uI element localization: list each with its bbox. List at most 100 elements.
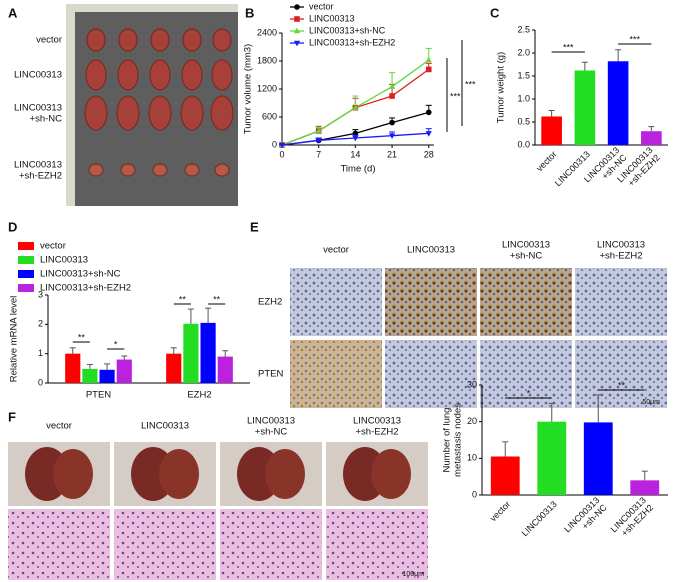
bar: [630, 480, 660, 495]
x-tick-label: LINC00313+sh-NC: [562, 495, 609, 542]
column-header-line: LINC00313: [353, 415, 401, 426]
significance-label: ***: [465, 79, 476, 89]
legend-swatch: [18, 270, 34, 278]
marker: [425, 131, 432, 137]
x-tick-label: LINC00313: [520, 499, 559, 538]
ihc-image: [575, 340, 667, 408]
marker: [388, 133, 396, 140]
bar: [583, 422, 613, 495]
ihc-image: [290, 340, 382, 408]
marker: [278, 142, 286, 149]
histology-image: [114, 509, 216, 580]
bar: [166, 353, 182, 383]
tumor: [181, 59, 203, 91]
significance-label: *: [527, 388, 531, 398]
y-tick-label: 1.5: [517, 70, 530, 80]
legend-label: LINC00313+sh-NC: [40, 269, 121, 280]
y-tick-label: 1200: [257, 83, 277, 93]
column-header-line: +sh-NC: [510, 250, 543, 261]
row-label: LINC00313 +sh-NC: [14, 102, 62, 124]
significance-label: ***: [563, 42, 574, 52]
tumor: [212, 28, 232, 52]
y-tick-label: 2.0: [517, 47, 530, 57]
tumor: [149, 59, 171, 91]
y-tick-label: 0: [38, 377, 43, 387]
legend-label: vector: [309, 1, 334, 11]
y-tick-label: 0: [472, 489, 477, 499]
column-header: vector: [46, 421, 72, 432]
tumor: [184, 163, 200, 177]
tumor: [86, 28, 106, 52]
column-header: vector: [323, 245, 349, 256]
bar: [200, 322, 216, 383]
ihc-image: [385, 268, 477, 336]
tumor: [116, 95, 140, 131]
panel-label: A: [8, 5, 18, 20]
panel-label: C: [490, 5, 500, 20]
marker: [425, 66, 432, 73]
lung: [159, 449, 199, 499]
marker: [389, 119, 395, 126]
row-label: PTEN: [258, 369, 283, 380]
bar: [541, 116, 562, 145]
tumor: [85, 59, 107, 91]
y-axis-label: Number of lungmetastasis nodes: [441, 403, 463, 477]
legend-swatch: [18, 256, 34, 264]
x-tick-label: 7: [316, 149, 321, 159]
significance-label: **: [78, 332, 86, 342]
y-tick-label: 600: [262, 111, 277, 121]
tumor: [118, 28, 138, 52]
column-header-line: +sh-EZH2: [355, 426, 398, 437]
y-axis-label-line: Number of lung: [441, 408, 452, 473]
tumor: [120, 163, 136, 177]
x-tick-label: vector: [488, 499, 512, 523]
significance-label: **: [213, 294, 221, 304]
histology-image: [220, 509, 322, 580]
row-label-line: LINC00313: [14, 159, 62, 170]
column-header-line: LINC00313: [502, 239, 550, 250]
bar: [537, 421, 567, 495]
tumor: [148, 95, 172, 131]
tumor: [117, 59, 139, 91]
y-tick-label: 2400: [257, 27, 277, 37]
column-header: LINC00313: [407, 245, 455, 256]
column-header: LINC00313 +sh-EZH2: [353, 415, 401, 437]
tumor: [150, 28, 170, 52]
legend-label: LINC00313: [40, 255, 88, 266]
y-tick-label: 2: [38, 319, 43, 329]
panel-label: E: [250, 219, 259, 234]
marker: [425, 109, 432, 116]
bar: [574, 70, 596, 145]
row-label-line: +sh-EZH2: [19, 170, 62, 181]
legend-label: LINC00313+sh-EZH2: [309, 37, 395, 47]
x-tick-label: LINC00313+sh-EZH2: [609, 495, 656, 542]
tumor: [180, 95, 204, 131]
x-tick-label: EZH2: [187, 390, 211, 401]
ihc-image: [290, 268, 382, 336]
y-tick-label: 0: [272, 139, 277, 149]
bar: [99, 369, 115, 383]
legend-label: LINC00313+sh-EZH2: [40, 283, 131, 294]
legend-marker: [294, 4, 300, 10]
scale-bar-label: 50μm: [642, 399, 660, 406]
tumor: [214, 163, 230, 177]
tumor: [182, 28, 202, 52]
significance-label: *: [114, 339, 118, 349]
ruler: [66, 4, 75, 206]
column-header: LINC00313: [141, 421, 189, 432]
y-tick-label: 1: [38, 348, 43, 358]
x-tick-label: 21: [387, 149, 397, 159]
x-axis-label: Time (d): [340, 164, 375, 175]
legend-swatch: [18, 284, 34, 292]
x-tick-label: 0: [279, 149, 284, 159]
y-axis-label: Tumor volume (mm3): [243, 44, 254, 134]
row-label-line: LINC00313: [14, 102, 62, 113]
tumor: [211, 59, 233, 91]
panel-label: B: [245, 5, 254, 20]
bar: [490, 456, 520, 495]
legend-marker: [293, 40, 301, 47]
bar: [82, 368, 98, 383]
significance-label: **: [618, 380, 626, 390]
column-header-line: LINC00313: [247, 415, 295, 426]
